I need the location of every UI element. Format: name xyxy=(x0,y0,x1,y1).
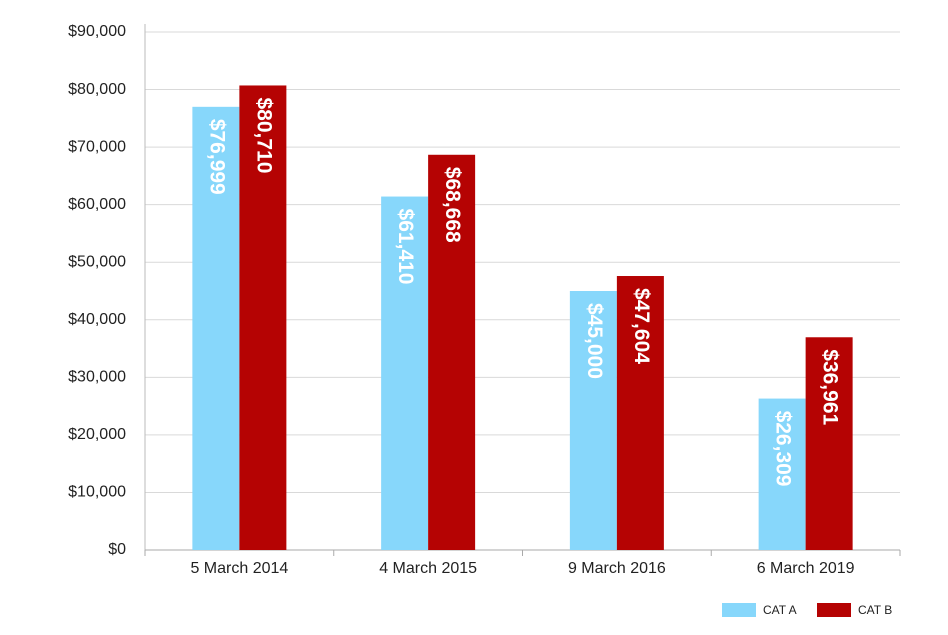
value-label: $45,000 xyxy=(583,303,606,379)
y-tick-label: $70,000 xyxy=(68,138,126,155)
y-tick-label: $30,000 xyxy=(68,369,126,386)
bar xyxy=(758,398,806,550)
bar xyxy=(805,337,853,550)
value-label: $76,999 xyxy=(205,119,228,195)
y-tick-label: $0 xyxy=(108,541,126,558)
bar xyxy=(428,154,476,550)
value-label: $47,604 xyxy=(630,288,653,364)
value-label: $61,410 xyxy=(394,209,417,285)
value-label: $36,961 xyxy=(819,349,842,425)
y-tick-label: $60,000 xyxy=(68,196,126,213)
legend-swatch xyxy=(722,603,756,617)
y-tick-label: $90,000 xyxy=(68,23,126,40)
x-tick-label: 6 March 2019 xyxy=(757,560,855,577)
bar xyxy=(192,106,240,551)
y-tick-label: $80,000 xyxy=(68,81,126,98)
legend-label: CAT A xyxy=(763,603,797,617)
x-tick-label: 4 March 2015 xyxy=(379,560,477,577)
x-tick-label: 9 March 2016 xyxy=(568,560,666,577)
value-label: $68,668 xyxy=(441,167,464,243)
value-label: $26,309 xyxy=(772,411,795,487)
bar xyxy=(616,276,664,550)
legend-swatch xyxy=(817,603,851,617)
bar xyxy=(569,291,617,550)
y-tick-label: $50,000 xyxy=(68,253,126,270)
legend-label: CAT B xyxy=(858,603,892,617)
value-label: $80,710 xyxy=(252,97,275,173)
y-tick-label: $10,000 xyxy=(68,484,126,501)
bar xyxy=(239,85,287,550)
bar xyxy=(381,196,429,550)
y-tick-label: $20,000 xyxy=(68,426,126,443)
y-tick-label: $40,000 xyxy=(68,311,126,328)
x-tick-label: 5 March 2014 xyxy=(190,560,288,577)
